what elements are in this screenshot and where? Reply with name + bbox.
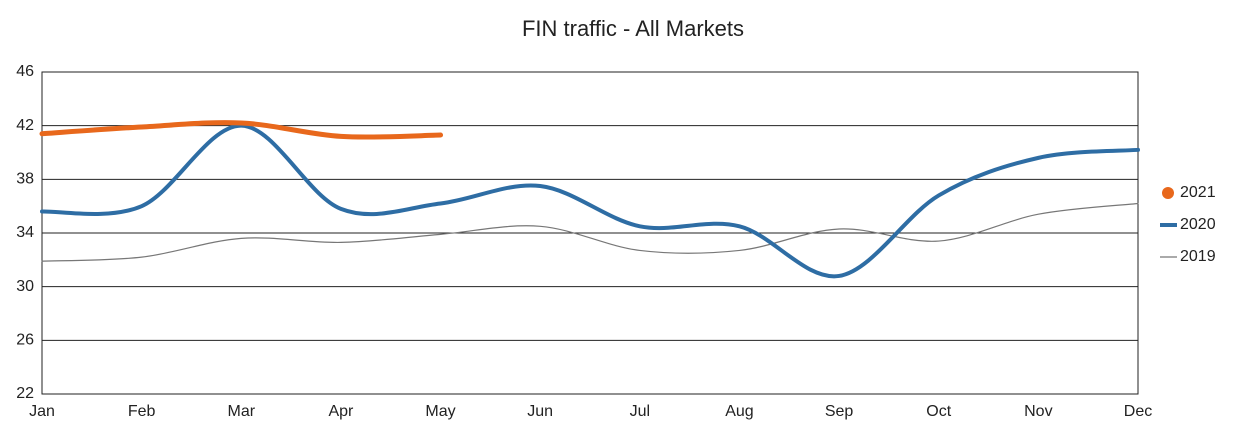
x-tick-label: Jan	[29, 403, 55, 420]
x-tick-label: Mar	[227, 403, 255, 420]
x-tick-label: Apr	[328, 403, 354, 420]
y-tick-label: 34	[16, 224, 34, 241]
x-tick-label: Feb	[128, 403, 156, 420]
y-tick-label: 22	[16, 385, 34, 402]
x-tick-label: Sep	[825, 403, 854, 420]
series-line	[40, 123, 1140, 279]
x-tick-label: Dec	[1124, 403, 1152, 420]
x-tick-label: Aug	[725, 403, 753, 420]
x-tick-label: Nov	[1024, 403, 1052, 420]
legend-label: 2020	[1180, 216, 1216, 233]
y-tick-label: 30	[16, 278, 34, 295]
chart-title: FIN traffic - All Markets	[522, 16, 744, 41]
legend-swatch	[1162, 187, 1174, 199]
series-line	[39, 120, 444, 140]
legend-label: 2021	[1180, 184, 1216, 201]
y-tick-label: 38	[16, 171, 34, 188]
y-tick-label: 42	[16, 117, 34, 134]
x-tick-label: Jun	[527, 403, 553, 420]
legend-label: 2019	[1180, 248, 1216, 265]
plot-border	[41, 71, 1139, 395]
y-tick-label: 46	[16, 63, 34, 80]
y-tick-label: 26	[16, 332, 34, 349]
x-tick-label: May	[425, 403, 455, 420]
x-tick-label: Oct	[926, 403, 951, 420]
series-line	[41, 202, 1139, 262]
x-tick-label: Jul	[630, 403, 650, 420]
